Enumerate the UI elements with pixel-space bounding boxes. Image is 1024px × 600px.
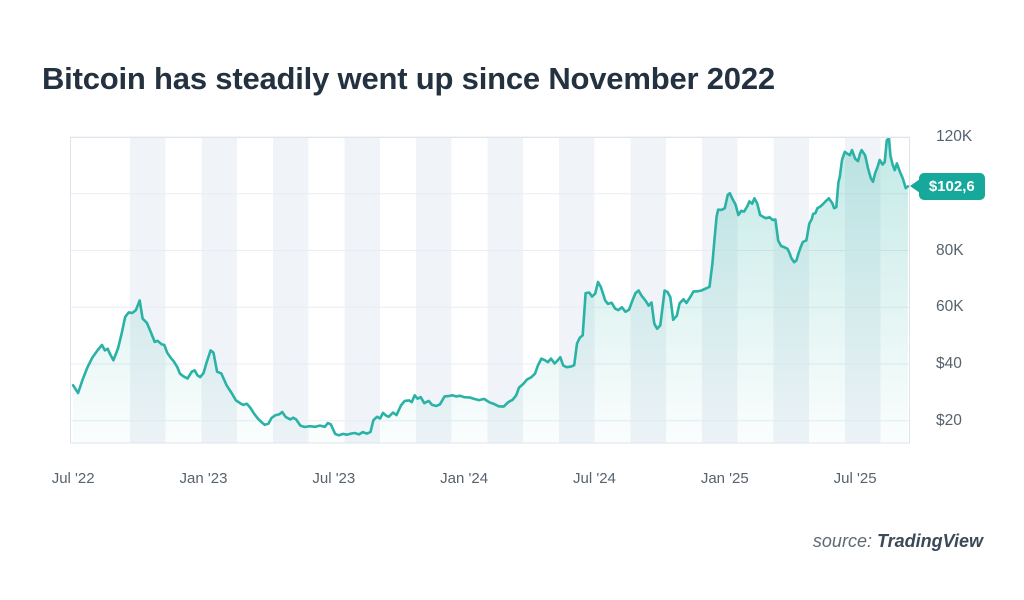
area-fill: [73, 138, 908, 444]
source-prefix: source:: [812, 531, 872, 551]
plot-border: [70, 137, 910, 444]
price-badge-label: $102,6: [928, 177, 975, 195]
page-title: Bitcoin has steadily went up since Novem…: [42, 60, 775, 96]
price-badge-arrow: [909, 179, 920, 194]
source-name: TradingView: [876, 531, 983, 551]
current-price-badge: $102,6: [918, 172, 985, 200]
price-line: [71, 137, 910, 437]
background-stripe: [416, 137, 452, 443]
background-stripe: [344, 137, 380, 443]
background-stripe: [273, 137, 309, 443]
source-attribution: source: TradingView: [813, 531, 983, 552]
